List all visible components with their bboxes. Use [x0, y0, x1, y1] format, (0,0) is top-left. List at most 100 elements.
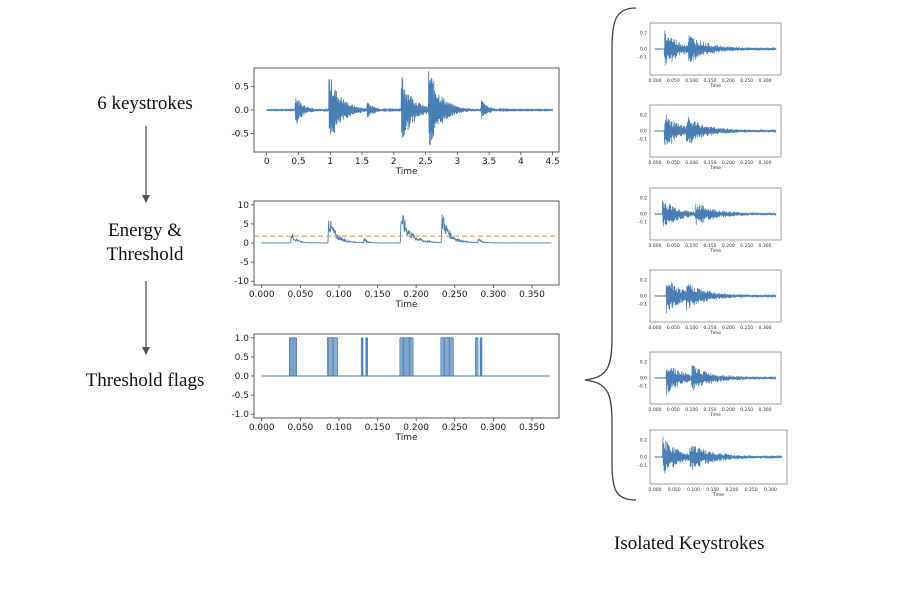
clip-4-ytick-label: -0.1 [638, 302, 647, 308]
clip-3-waveform [654, 200, 777, 227]
clip-1-xtick-label: 0.050 [667, 78, 680, 84]
audio-chart-xtick-label: 4 [518, 157, 524, 167]
flags-chart-xtick-label: 0.350 [519, 423, 545, 433]
clip-3-frame [649, 187, 782, 241]
arrow-keystrokes-to-energy-head [142, 195, 150, 203]
audio-chart-xtick-label: 2 [391, 157, 397, 167]
clip-5-frame [649, 351, 782, 405]
clip-1-xtick-label: 0.200 [722, 78, 735, 84]
audio-chart-ytick-label: 0.5 [235, 83, 249, 93]
clip-6-xtick-label: 0.100 [687, 487, 700, 493]
flags-chart-xtick-label: 0.200 [403, 423, 429, 433]
energy-chart-xtick-label: 0.300 [480, 290, 506, 300]
energy-chart-xlabel: Time [394, 300, 417, 310]
clip-3-xtick-label: 0.050 [667, 243, 680, 249]
energy-curve [261, 214, 552, 244]
clip-6-ytick-label: 0.0 [640, 455, 647, 461]
clip-5-xtick-label: 0.200 [722, 407, 735, 413]
audio-chart-xtick-label: 1.5 [355, 157, 369, 167]
clip-1-xtick-label: 0.250 [740, 78, 753, 84]
clip-4-xtick-label: 0.300 [759, 325, 772, 331]
clip-1-waveform [654, 30, 777, 66]
clip-6-xtick-label: 0.200 [726, 487, 739, 493]
clip-1-xtick-label: 0.150 [704, 78, 717, 84]
clip-6-xtick-label: 0.150 [706, 487, 719, 493]
clip-4-ytick-label: 0.2 [640, 277, 647, 283]
clip-4-xtick-label: 0.200 [722, 325, 735, 331]
audio-chart-xtick-label: 3.5 [482, 157, 496, 167]
energy-chart-ytick-label: 5 [243, 220, 249, 230]
flags-chart-xtick-label: 0.150 [365, 423, 391, 433]
clip-6-waveform [654, 436, 783, 474]
clip-6-xlabel: Time [712, 492, 724, 498]
flags-chart-xtick-label: 0.000 [249, 423, 275, 433]
audio-chart-ytick-label: -0.5 [231, 129, 249, 139]
clip-5-ytick-label: -0.1 [638, 384, 647, 390]
clip-6-xtick-label: 0.000 [649, 487, 662, 493]
stage-label-keystrokes: 6 keystrokes [97, 93, 193, 114]
audio-waveform [266, 71, 554, 146]
clip-1-xtick-label: 0.100 [685, 78, 698, 84]
clip-4-frame [649, 269, 782, 323]
clip-2-ytick-label: 0.2 [640, 112, 647, 118]
curly-brace [584, 7, 637, 501]
clip-4-xtick-label: 0.150 [704, 325, 717, 331]
isolated-keystrokes-label: Isolated Keystrokes [614, 533, 765, 554]
stage-label-threshold-flags: Threshold flags [85, 370, 205, 391]
clip-1-xtick-label: 0.300 [759, 78, 772, 84]
clip-6-ytick-label: 0.2 [640, 438, 647, 444]
audio-chart-xtick-label: 1 [327, 157, 333, 167]
clip-2-xtick-label: 0.150 [704, 160, 717, 166]
clip-6-frame [649, 429, 788, 485]
clip-6-xtick-label: 0.300 [764, 487, 777, 493]
clip-4-xtick-label: 0.250 [740, 325, 753, 331]
flags-chart-ytick-label: 0.0 [235, 372, 250, 382]
clip-3-xlabel: Time [709, 248, 721, 254]
clip-3-xtick-label: 0.000 [649, 243, 662, 249]
clip-5-ytick-label: 0.0 [640, 376, 647, 382]
audio-chart-ytick-label: 0.0 [235, 106, 250, 116]
clip-5-xtick-label: 0.050 [667, 407, 680, 413]
clip-3-xtick-label: 0.150 [704, 243, 717, 249]
clip-4-xtick-label: 0.050 [667, 325, 680, 331]
clip-2-ytick-label: -0.1 [638, 137, 647, 143]
flags-chart-xtick-label: 0.100 [326, 423, 352, 433]
clip-3-xtick-label: 0.250 [740, 243, 753, 249]
energy-chart-xtick-label: 0.150 [365, 290, 391, 300]
clip-5-xtick-label: 0.000 [649, 407, 662, 413]
clip-3-xtick-label: 0.300 [759, 243, 772, 249]
audio-chart-xtick-label: 4.5 [545, 157, 559, 167]
clip-1-ytick-label: 0.0 [640, 47, 647, 53]
clip-2-xtick-label: 0.300 [759, 160, 772, 166]
flags-chart-xtick-label: 0.250 [442, 423, 468, 433]
clip-5-xtick-label: 0.300 [759, 407, 772, 413]
clip-2-xtick-label: 0.200 [722, 160, 735, 166]
clip-6-ytick-label: -0.1 [638, 463, 647, 469]
clip-4-xtick-label: 0.100 [685, 325, 698, 331]
clip-4-xtick-label: 0.000 [649, 325, 662, 331]
clip-2-waveform [654, 114, 777, 145]
clip-1-ytick-label: 0.2 [640, 30, 647, 36]
flags-chart-xtick-label: 0.300 [480, 423, 506, 433]
clip-1-xtick-label: 0.000 [649, 78, 662, 84]
flags-chart-ytick-label: -1.0 [231, 410, 249, 420]
clip-2-ytick-label: 0.0 [640, 129, 647, 135]
clip-2-xtick-label: 0.000 [649, 160, 662, 166]
arrow-energy-to-flags-head [142, 347, 150, 355]
clip-2-xtick-label: 0.100 [685, 160, 698, 166]
clip-4-ytick-label: 0.0 [640, 294, 647, 300]
energy-chart-xtick-label: 0.350 [519, 290, 545, 300]
clip-3-xtick-label: 0.100 [685, 243, 698, 249]
clip-1-frame [649, 22, 782, 76]
clip-4-waveform [654, 282, 777, 314]
clip-5-xtick-label: 0.250 [740, 407, 753, 413]
clip-5-xlabel: Time [709, 412, 721, 418]
audio-chart-xtick-label: 0 [264, 157, 270, 167]
audio-chart-xtick-label: 2.5 [418, 157, 432, 167]
audio-chart-xtick-label: 3 [454, 157, 460, 167]
flags-chart-xlabel: Time [394, 433, 417, 443]
clip-1-ytick-label: -0.1 [638, 55, 647, 61]
audio-chart-xlabel: Time [394, 167, 417, 177]
flags-chart-ytick-label: -0.5 [231, 391, 249, 401]
